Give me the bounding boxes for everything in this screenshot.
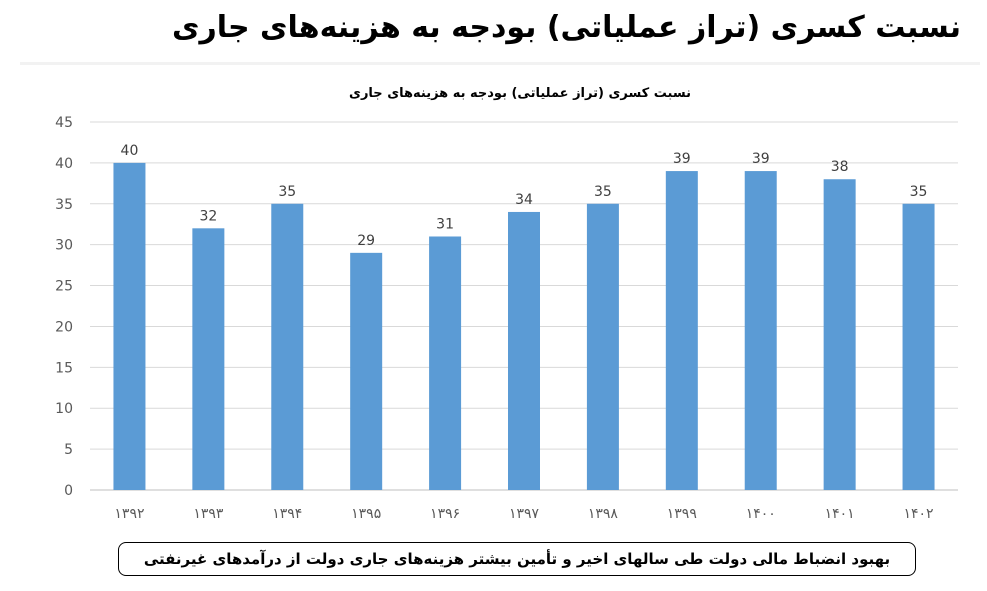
y-tick-label: 15 [55,360,73,376]
bar-data-label: 34 [515,192,533,208]
x-tick-label: ۱۳۹۵ [351,506,381,522]
y-tick-label: 35 [55,197,73,213]
y-tick-label: 10 [55,401,73,417]
y-tick-label: 0 [64,483,73,499]
x-tick-label: ۱۳۹۲ [114,506,144,522]
x-tick-label: ۱۴۰۰ [746,506,776,522]
bar [744,171,777,491]
y-tick-label: 25 [55,279,73,295]
y-tick-label: 30 [55,238,73,254]
y-tick-label: 20 [55,319,73,335]
y-tick-label: 40 [55,156,73,172]
x-tick-label: ۱۳۹۷ [509,506,540,522]
bar [113,162,146,490]
bar-data-label: 35 [278,184,296,200]
bar-data-label: 29 [357,233,375,249]
bar [350,252,383,490]
x-tick-label: ۱۳۹۳ [193,506,224,522]
y-tick-label: 45 [55,115,73,131]
x-tick-label: ۱۳۹۸ [588,506,619,522]
summary-note-text: بهبود انضباط مالی دولت طی سالهای اخیر و … [143,550,891,568]
bar [271,203,304,490]
page-title: نسبت کسری (تراز عملیاتی) بودجه به هزینه‌… [171,10,961,45]
bar-data-label: 32 [199,208,217,224]
bar-data-label: 38 [831,159,849,175]
bar [665,171,698,491]
bar [508,211,540,490]
x-tick-label: ۱۴۰۲ [904,506,934,522]
x-tick-label: ۱۳۹۹ [667,506,697,522]
x-tick-label: ۱۳۹۶ [430,506,460,522]
bar [586,203,619,490]
bar [429,236,462,490]
bar-data-label: 39 [752,151,770,167]
y-tick-label: 5 [64,442,73,458]
title-divider [20,62,980,65]
bar [192,228,225,491]
x-tick-label: ۱۴۰۱ [825,506,855,522]
bar-data-label: 35 [594,184,612,200]
bar-data-label: 40 [121,143,139,159]
chart-title: نسبت کسری (تراز عملیاتی) بودجه به هزینه‌… [349,86,691,101]
bar-data-label: 31 [436,216,454,232]
bar-data-label: 39 [673,151,691,167]
summary-note: بهبود انضباط مالی دولت طی سالهای اخیر و … [118,542,916,576]
bar [902,203,935,490]
x-tick-label: ۱۳۹۴ [272,506,302,522]
bar-data-label: 35 [910,184,928,200]
bar [823,179,856,490]
